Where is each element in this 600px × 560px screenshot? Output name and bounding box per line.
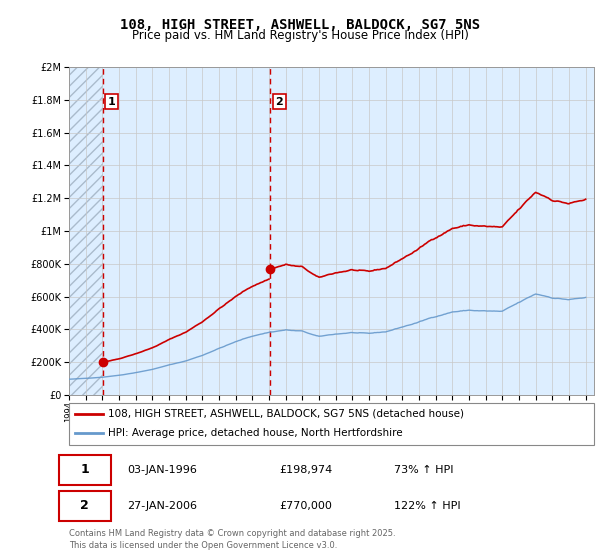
FancyBboxPatch shape [69,403,594,445]
Text: £198,974: £198,974 [279,465,332,475]
Text: 73% ↑ HPI: 73% ↑ HPI [395,465,454,475]
Bar [69,67,103,395]
Text: 2: 2 [275,96,283,106]
Text: 122% ↑ HPI: 122% ↑ HPI [395,501,461,511]
Text: 108, HIGH STREET, ASHWELL, BALDOCK, SG7 5NS (detached house): 108, HIGH STREET, ASHWELL, BALDOCK, SG7 … [109,409,464,419]
Text: Contains HM Land Registry data © Crown copyright and database right 2025.
This d: Contains HM Land Registry data © Crown c… [69,529,395,550]
FancyBboxPatch shape [59,455,111,485]
Bar [69,67,103,395]
Text: 1: 1 [80,463,89,477]
Text: 1: 1 [108,96,116,106]
Text: 2: 2 [80,499,89,512]
Text: 27-JAN-2006: 27-JAN-2006 [127,501,197,511]
FancyBboxPatch shape [59,491,111,521]
Text: 108, HIGH STREET, ASHWELL, BALDOCK, SG7 5NS: 108, HIGH STREET, ASHWELL, BALDOCK, SG7 … [120,18,480,32]
Text: £770,000: £770,000 [279,501,332,511]
Text: HPI: Average price, detached house, North Hertfordshire: HPI: Average price, detached house, Nort… [109,428,403,438]
Text: 03-JAN-1996: 03-JAN-1996 [127,465,197,475]
Text: Price paid vs. HM Land Registry's House Price Index (HPI): Price paid vs. HM Land Registry's House … [131,29,469,42]
Bar [103,67,600,395]
